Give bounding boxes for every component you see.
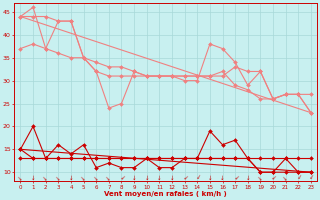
Text: ↓: ↓: [181, 175, 188, 182]
Text: ↓: ↓: [169, 175, 175, 182]
Text: ↓: ↓: [30, 175, 36, 181]
X-axis label: Vent moyen/en rafales ( km/h ): Vent moyen/en rafales ( km/h ): [104, 191, 227, 197]
Text: ↓: ↓: [68, 175, 74, 181]
Text: ↓: ↓: [55, 175, 61, 181]
Text: ↓: ↓: [219, 175, 226, 182]
Text: ↓: ↓: [296, 176, 300, 181]
Text: ↓: ↓: [106, 175, 112, 181]
Text: ↓: ↓: [132, 176, 136, 181]
Text: ↓: ↓: [308, 175, 314, 182]
Text: ↓: ↓: [244, 175, 251, 181]
Text: ↓: ↓: [17, 175, 24, 182]
Text: ↓: ↓: [194, 175, 201, 182]
Text: ↓: ↓: [157, 176, 162, 181]
Text: ↓: ↓: [270, 175, 276, 182]
Text: ↓: ↓: [232, 175, 238, 182]
Text: ↓: ↓: [282, 175, 289, 182]
Text: ↓: ↓: [80, 175, 87, 181]
Text: ↓: ↓: [207, 175, 213, 181]
Text: ↓: ↓: [143, 175, 150, 182]
Text: ↓: ↓: [43, 175, 49, 181]
Text: ↓: ↓: [257, 175, 264, 182]
Text: ↓: ↓: [118, 175, 125, 182]
Text: ↓: ↓: [93, 175, 100, 182]
